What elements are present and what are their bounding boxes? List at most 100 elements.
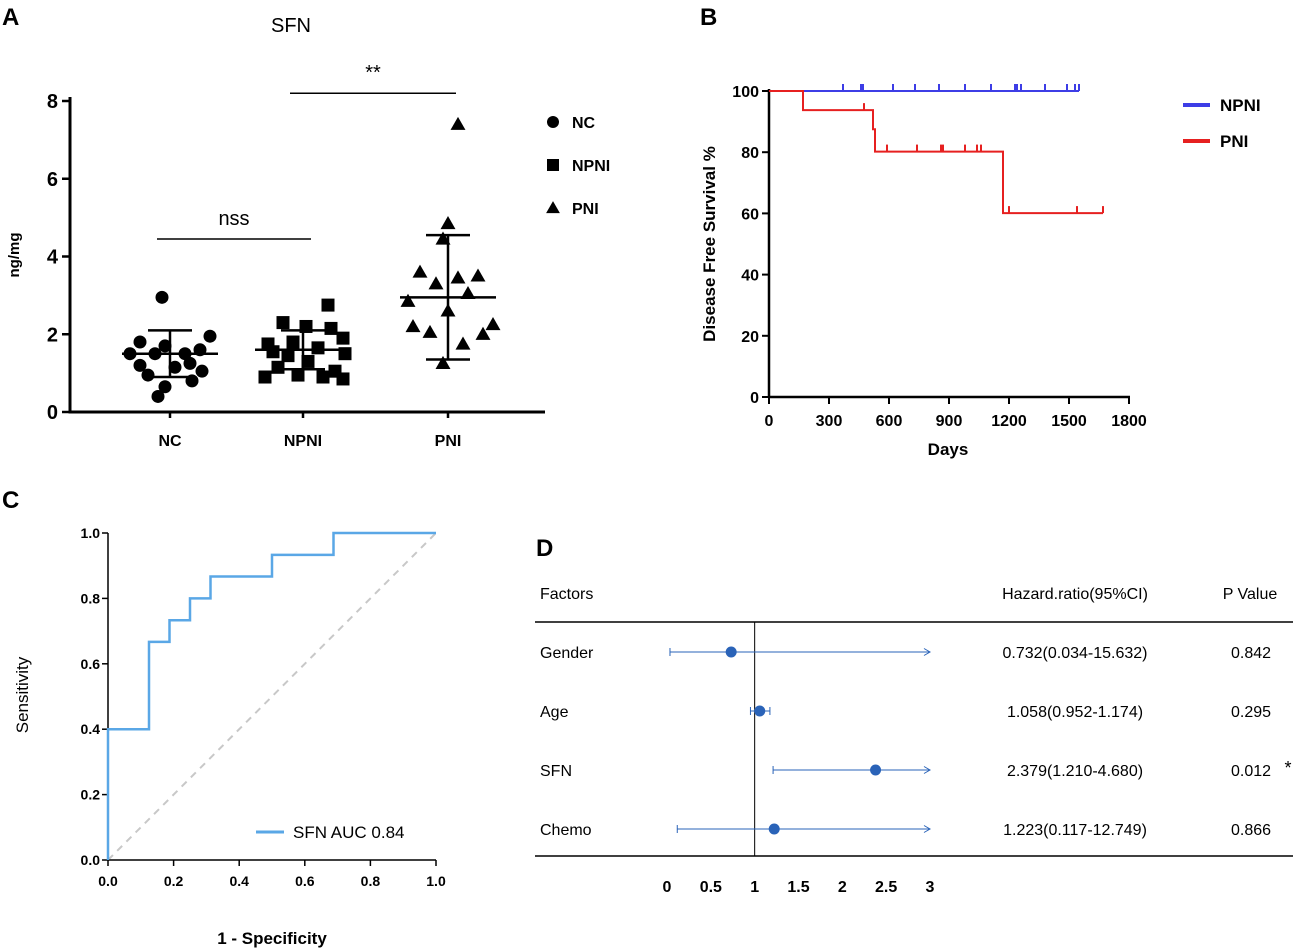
panel-c-xtick-label: 0.6 <box>295 873 315 889</box>
panel-a-point <box>475 326 491 340</box>
panel-c-xtick-label: 0.0 <box>98 873 118 889</box>
forest-row-p: 0.295 <box>1231 704 1271 721</box>
panel-a-point <box>133 335 147 349</box>
panel-a-point <box>158 380 172 394</box>
panel-a-point <box>485 317 501 331</box>
forest-xtick-label: 1 <box>750 879 759 896</box>
panel-letter-b: B <box>700 4 717 31</box>
panel-a-point <box>258 370 272 384</box>
panel-c-ytick-label: 0.6 <box>81 656 101 672</box>
panel-letter-c: C <box>2 487 19 514</box>
panel-b-xlabel: Days <box>928 440 969 459</box>
forest-point <box>870 764 882 776</box>
panel-a-legend-label: PNI <box>572 201 599 218</box>
panel-a-point <box>183 356 197 370</box>
forest-xtick-label: 0.5 <box>700 879 722 896</box>
panel-a-ytick-label: 8 <box>47 91 58 113</box>
forest-point <box>768 823 780 835</box>
panel-a-sig-label: nss <box>218 208 249 230</box>
panel-a-point <box>266 345 280 359</box>
panel-b-xtick-label: 1200 <box>991 413 1027 430</box>
panel-c-roc-curve <box>106 531 436 860</box>
panel-b-ytick-label: 40 <box>741 268 759 285</box>
panel-a-point <box>450 270 466 284</box>
panel-a-point <box>450 116 466 130</box>
panel-c-xtick-label: 1.0 <box>426 873 446 889</box>
panel-a-ytick-label: 4 <box>47 247 59 269</box>
panel-c-ytick-label: 0.0 <box>81 852 101 868</box>
panel-a-point <box>151 389 165 403</box>
panel-b-curve-pni <box>769 90 1103 215</box>
forest-row-hr: 1.058(0.952-1.174) <box>1007 704 1143 721</box>
forest-row-factor: Gender <box>540 645 594 662</box>
panel-a-point <box>435 231 451 245</box>
panel-a-point <box>155 290 169 304</box>
forest-ci-arrow <box>923 825 931 833</box>
panel-a-xtick-label: NC <box>158 433 182 450</box>
panel-b-survival: Days Disease Free Survival % 0 20 40 60 80 10… <box>700 84 1261 459</box>
panel-a-point <box>301 354 315 368</box>
panel-a-point <box>158 339 172 353</box>
panel-b-xtick-label: 1800 <box>1111 413 1147 430</box>
forest-xtick-label: 0 <box>663 879 672 896</box>
panel-b-ytick-label: 100 <box>732 84 759 101</box>
panel-a-point <box>405 319 421 333</box>
panel-a-point <box>422 324 438 338</box>
forest-row-factor: Age <box>540 704 569 721</box>
panel-a-point <box>428 276 444 290</box>
panel-a-point <box>195 364 209 378</box>
forest-row-factor: Chemo <box>540 822 592 839</box>
panel-a-point <box>141 368 155 382</box>
forest-row-hr: 0.732(0.034-15.632) <box>1003 645 1148 662</box>
panel-a-point <box>455 336 471 350</box>
panel-a-point <box>321 298 335 312</box>
panel-a-point <box>281 349 295 363</box>
panel-b-xtick-label: 300 <box>816 413 843 430</box>
panel-a-point <box>316 370 330 384</box>
forest-xtick-label: 3 <box>926 879 935 896</box>
panel-c-legend-label: SFN AUC 0.84 <box>293 823 405 842</box>
forest-row-hr: 1.223(0.117-12.749) <box>1003 822 1147 839</box>
panel-b-ytick-label: 0 <box>750 390 759 407</box>
panel-a-point <box>286 335 300 349</box>
panel-c-roc: 1 - Specificity Sensitivity 0.0 0.2 0.4 0.6… <box>13 525 446 948</box>
forest-row-p: 0.012 <box>1231 763 1271 780</box>
panel-a-point <box>324 321 338 335</box>
panel-b-xtick-label: 0 <box>765 413 774 430</box>
forest-header-factors: Factors <box>540 586 593 603</box>
panel-a-ytick-label: 2 <box>47 324 58 346</box>
panel-a-point <box>440 215 456 230</box>
panel-b-xtick-label: 1500 <box>1051 413 1087 430</box>
forest-ci-arrow <box>923 766 931 774</box>
panel-a-point <box>460 285 476 300</box>
panel-a-legend-marker <box>547 159 559 171</box>
panel-b-ytick-label: 80 <box>741 145 759 162</box>
panel-a-legend-marker <box>547 116 559 128</box>
panel-a-point <box>336 331 350 345</box>
forest-point <box>754 705 766 717</box>
panel-c-ytick-label: 1.0 <box>81 525 101 541</box>
panel-b-ytick-label: 60 <box>741 206 759 223</box>
panel-a-ytick-label: 0 <box>47 402 58 424</box>
panel-a-point <box>291 368 305 382</box>
panel-c-xtick-label: 0.4 <box>229 873 249 889</box>
forest-header-p: P Value <box>1223 586 1278 603</box>
panel-a-xtick-label: PNI <box>435 433 462 450</box>
panel-a-legend-marker <box>546 201 560 214</box>
forest-xtick-label: 2 <box>838 879 847 896</box>
panel-a-point <box>276 316 290 330</box>
panel-a-ylabel: ng/mg <box>6 233 23 278</box>
panel-a-xtick-label: NPNI <box>284 433 322 450</box>
forest-ci-arrow <box>923 648 931 656</box>
panel-letter-d: D <box>536 535 553 562</box>
panel-b-ylabel: Disease Free Survival % <box>700 146 719 342</box>
forest-row-sig: * <box>1284 758 1291 778</box>
forest-row-factor: SFN <box>540 763 572 780</box>
forest-header-hr: Hazard.ratio(95%CI) <box>1002 586 1148 603</box>
forest-row-hr: 2.379(1.210-4.680) <box>1007 763 1143 780</box>
panel-a-legend-label: NC <box>572 115 596 132</box>
panel-a-point <box>311 341 325 355</box>
panel-c-ytick-label: 0.4 <box>81 721 101 737</box>
panel-c-ylabel: Sensitivity <box>13 656 32 733</box>
